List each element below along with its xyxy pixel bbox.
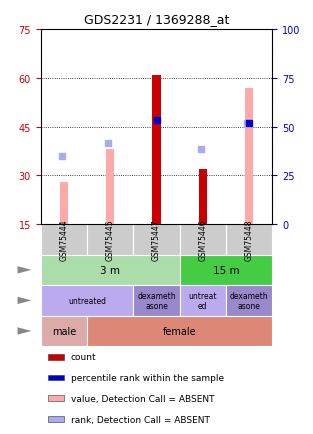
FancyBboxPatch shape bbox=[180, 255, 272, 286]
Bar bbox=[106, 150, 114, 224]
Polygon shape bbox=[18, 266, 31, 274]
FancyBboxPatch shape bbox=[133, 286, 180, 316]
Bar bbox=[48, 354, 64, 360]
FancyBboxPatch shape bbox=[87, 316, 272, 346]
Bar bbox=[245, 89, 253, 224]
Text: count: count bbox=[71, 352, 96, 362]
Text: GDS2231 / 1369288_at: GDS2231 / 1369288_at bbox=[84, 13, 229, 26]
Polygon shape bbox=[18, 328, 31, 335]
Bar bbox=[152, 76, 161, 224]
FancyBboxPatch shape bbox=[41, 316, 87, 346]
Text: rank, Detection Call = ABSENT: rank, Detection Call = ABSENT bbox=[71, 415, 210, 424]
Text: 15 m: 15 m bbox=[213, 265, 239, 275]
Text: 3 m: 3 m bbox=[100, 265, 120, 275]
Text: dexameth
asone: dexameth asone bbox=[137, 291, 176, 310]
Text: GSM75445: GSM75445 bbox=[106, 219, 115, 260]
Polygon shape bbox=[18, 297, 31, 304]
FancyBboxPatch shape bbox=[226, 286, 272, 316]
Text: GSM75446: GSM75446 bbox=[198, 219, 207, 260]
Bar bbox=[48, 395, 64, 401]
Text: percentile rank within the sample: percentile rank within the sample bbox=[71, 373, 224, 382]
Text: value, Detection Call = ABSENT: value, Detection Call = ABSENT bbox=[71, 394, 214, 403]
Bar bbox=[199, 170, 207, 224]
Text: dexameth
asone: dexameth asone bbox=[230, 291, 269, 310]
Bar bbox=[60, 182, 68, 224]
FancyBboxPatch shape bbox=[41, 255, 180, 286]
Text: GSM75444: GSM75444 bbox=[59, 219, 68, 260]
FancyBboxPatch shape bbox=[41, 286, 133, 316]
FancyBboxPatch shape bbox=[226, 224, 272, 255]
FancyBboxPatch shape bbox=[87, 224, 133, 255]
Text: untreated: untreated bbox=[68, 296, 106, 305]
Text: female: female bbox=[163, 326, 197, 336]
Text: male: male bbox=[52, 326, 76, 336]
Text: untreat
ed: untreat ed bbox=[188, 291, 217, 310]
FancyBboxPatch shape bbox=[133, 224, 180, 255]
Text: GSM75447: GSM75447 bbox=[152, 219, 161, 260]
FancyBboxPatch shape bbox=[180, 224, 226, 255]
Bar bbox=[48, 416, 64, 422]
FancyBboxPatch shape bbox=[180, 286, 226, 316]
Bar bbox=[48, 375, 64, 381]
Text: GSM75448: GSM75448 bbox=[245, 219, 254, 260]
FancyBboxPatch shape bbox=[41, 224, 87, 255]
